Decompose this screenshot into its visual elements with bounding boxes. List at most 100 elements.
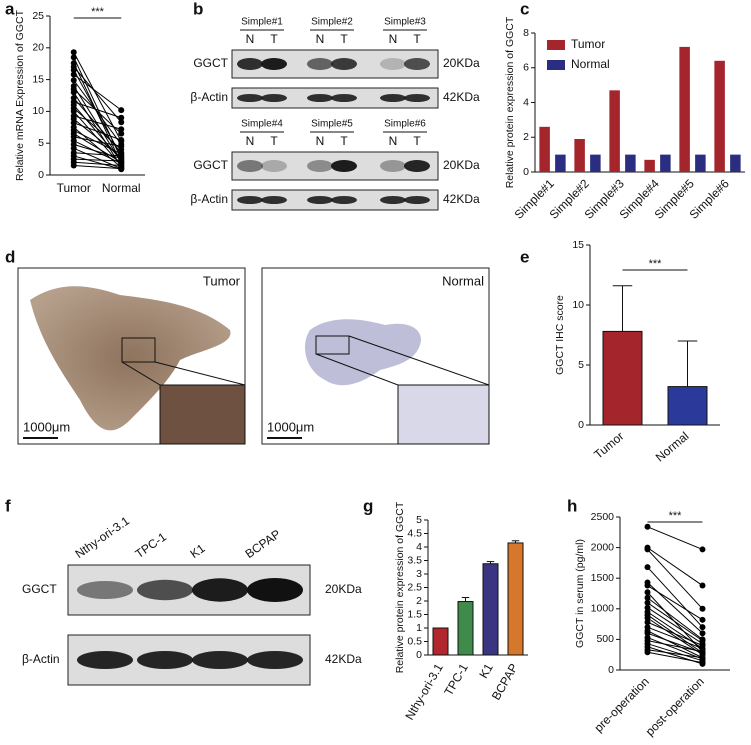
blot-row-label: β-Actin xyxy=(190,90,228,104)
point xyxy=(118,130,125,137)
pair-line xyxy=(73,155,122,170)
x-tick-label: Nthy-ori-3.1 xyxy=(402,661,446,723)
point xyxy=(644,599,651,606)
point xyxy=(699,648,706,655)
pair-line xyxy=(73,164,122,170)
blot-size-label: 20KDa xyxy=(325,582,362,596)
x-tick-label: TPC-1 xyxy=(441,661,471,698)
sample-label: Simple#2 xyxy=(311,17,353,28)
pair-line xyxy=(647,621,703,646)
bar xyxy=(555,154,566,172)
significance-label: *** xyxy=(649,258,663,270)
blot-band xyxy=(192,651,248,669)
lane-label: N xyxy=(389,32,398,46)
blot-band xyxy=(237,160,263,172)
blot-band xyxy=(307,196,333,204)
legend-swatch xyxy=(547,60,565,70)
blot-band xyxy=(192,578,248,602)
lane-label: T xyxy=(340,134,348,148)
blot-band xyxy=(77,651,133,669)
point xyxy=(70,54,77,61)
bar xyxy=(609,90,620,172)
tissue xyxy=(30,286,231,431)
pair-line xyxy=(73,158,122,162)
blot-band xyxy=(380,58,406,70)
pair-line xyxy=(73,122,122,141)
blot-band xyxy=(261,58,287,70)
bar xyxy=(660,154,671,172)
lane-label: TPC-1 xyxy=(133,530,170,562)
point xyxy=(70,108,77,115)
significance-label: *** xyxy=(91,6,105,18)
blot-size-label: 42KDa xyxy=(443,192,480,206)
point xyxy=(644,630,651,637)
y-tick-label: 0.5 xyxy=(407,635,422,647)
blot-band xyxy=(404,196,430,204)
y-tick-label: 5 xyxy=(416,514,422,526)
inset-line xyxy=(121,361,161,386)
inset-line xyxy=(348,335,490,386)
y-tick-label: 1000 xyxy=(591,603,615,615)
x-tick-label: pre-operation xyxy=(591,674,651,734)
bar xyxy=(714,60,725,172)
lane-label: Nthy-ori-3.1 xyxy=(73,513,133,561)
point xyxy=(118,137,125,144)
blot-size-label: 20KDa xyxy=(443,158,480,172)
blot-band xyxy=(307,94,333,102)
blot-band xyxy=(331,160,357,172)
y-tick-label: 0 xyxy=(38,169,44,181)
x-tick-label: K1 xyxy=(476,661,496,681)
y-tick-label: 4 xyxy=(416,541,422,553)
lane-label: K1 xyxy=(188,541,208,561)
point xyxy=(118,126,125,133)
blot-row-label: β-Actin xyxy=(190,192,228,206)
point xyxy=(70,162,77,169)
blot-band xyxy=(404,160,430,172)
y-tick-label: 0 xyxy=(608,664,614,676)
pair-line xyxy=(73,97,122,154)
y-tick-label: 0 xyxy=(416,649,422,661)
blot-band xyxy=(261,196,287,204)
blot-band xyxy=(380,160,406,172)
inset-line xyxy=(154,361,246,386)
bar xyxy=(667,386,708,426)
inset xyxy=(397,384,490,445)
point xyxy=(699,659,706,666)
y-tick-label: 2 xyxy=(523,131,529,143)
pair-line xyxy=(647,640,703,653)
inset-box xyxy=(315,335,350,355)
blot-row-label: β-Actin xyxy=(22,652,60,666)
lane-label: BCPAP xyxy=(243,527,284,561)
point xyxy=(70,71,77,78)
y-tick-label: 6 xyxy=(523,62,529,74)
ihc-label: Normal xyxy=(442,273,484,288)
blot-band xyxy=(261,94,287,102)
bar xyxy=(644,159,655,172)
pair-line xyxy=(647,607,703,645)
significance-label: *** xyxy=(669,510,683,522)
panel-letter: d xyxy=(5,247,15,266)
lane-label: T xyxy=(270,32,278,46)
bar xyxy=(590,154,601,172)
blot-band xyxy=(237,196,263,204)
blot-band xyxy=(237,94,263,102)
lane-label: N xyxy=(246,32,255,46)
y-tick-label: 10 xyxy=(572,299,584,311)
lane-label: N xyxy=(246,134,255,148)
blot-band xyxy=(307,58,333,70)
pair-line xyxy=(647,602,703,642)
y-tick-label: 2000 xyxy=(591,541,615,553)
blot-row-label: GGCT xyxy=(193,56,228,70)
bar xyxy=(482,563,499,656)
sample-label: Simple#3 xyxy=(384,17,426,28)
point xyxy=(699,654,706,661)
blot-band xyxy=(404,94,430,102)
bar xyxy=(432,627,449,656)
y-tick-label: 4.5 xyxy=(407,527,422,539)
inset xyxy=(159,384,246,445)
point xyxy=(118,165,125,172)
sample-label: Simple#1 xyxy=(241,17,283,28)
x-tick-label: post-operation xyxy=(643,674,707,738)
point xyxy=(644,582,651,589)
point xyxy=(118,107,125,114)
